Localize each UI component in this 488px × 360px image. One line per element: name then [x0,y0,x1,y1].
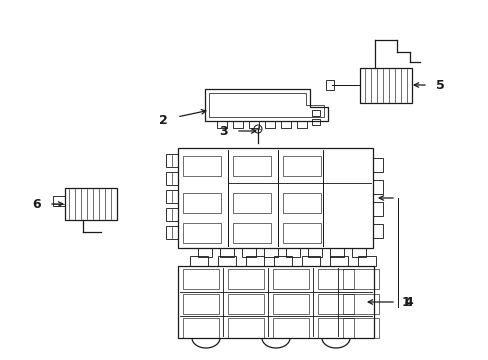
Text: 4: 4 [404,296,412,309]
Bar [227,318,264,338]
Bar [272,318,308,338]
Bar [317,294,353,314]
Bar [317,269,353,289]
Bar [232,223,270,243]
Bar [307,248,321,257]
Text: 3: 3 [219,125,228,138]
Bar [183,223,221,243]
Bar [311,109,319,116]
Bar [242,248,256,257]
Bar [281,121,290,128]
Bar [311,118,319,125]
Bar [351,248,365,257]
Bar [232,121,243,128]
Bar [165,154,178,167]
Bar [283,223,320,243]
Bar [198,248,212,257]
Bar [357,256,375,266]
Bar [178,266,373,338]
Bar [165,190,178,203]
Bar [183,318,219,338]
Bar [165,172,178,185]
Text: 6: 6 [33,198,41,211]
Bar [218,256,236,266]
Bar [227,294,264,314]
Bar [245,256,264,266]
Bar [342,318,378,338]
Bar [232,156,270,176]
Bar [264,121,274,128]
Bar [65,188,117,220]
Bar [272,269,308,289]
Bar [372,202,382,216]
Bar [183,193,221,213]
Bar [329,248,343,257]
Bar [342,294,378,314]
Bar [272,294,308,314]
Bar [317,318,353,338]
Bar [329,256,347,266]
Bar [372,224,382,238]
Bar [283,193,320,213]
Bar [302,256,319,266]
Bar [264,248,278,257]
Bar [165,226,178,239]
Bar [359,68,411,103]
Bar [283,156,320,176]
Bar [220,248,234,257]
Bar [248,121,259,128]
Bar [325,80,333,90]
Text: 2: 2 [158,113,167,126]
Bar [232,193,270,213]
Bar [183,294,219,314]
Text: 5: 5 [435,78,444,91]
Text: 1: 1 [401,296,409,309]
Bar [372,180,382,194]
Bar [217,121,226,128]
Bar [342,269,378,289]
Bar [227,269,264,289]
Bar [285,248,299,257]
Bar [165,208,178,221]
Bar [53,196,65,206]
Bar [178,148,372,248]
Bar [183,156,221,176]
Bar [183,269,219,289]
Bar [273,256,291,266]
Bar [296,121,306,128]
Bar [190,256,207,266]
Bar [372,158,382,172]
